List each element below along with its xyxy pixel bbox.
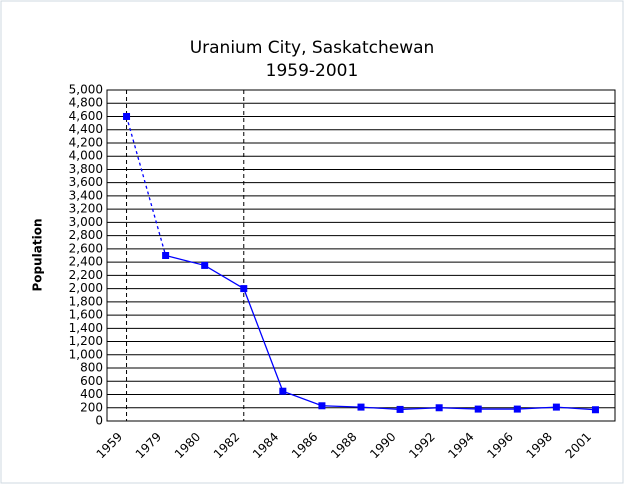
chart-subtitle: 1959-2001	[266, 61, 359, 81]
y-tick-label: 4,400	[69, 122, 103, 136]
y-tick-label: 2,800	[69, 228, 103, 242]
y-tick-label: 3,800	[69, 162, 103, 176]
y-tick-label: 1,600	[69, 308, 103, 322]
y-tick-label: 2,600	[69, 241, 103, 255]
line	[125, 116, 167, 256]
marker	[240, 285, 248, 293]
marker	[513, 405, 521, 413]
y-tick-label: 4,200	[69, 135, 103, 149]
y-tick-label: 3,200	[69, 202, 103, 216]
marker	[357, 403, 365, 411]
y-tick-label: 3,600	[69, 175, 103, 189]
y-tick-label: 5,000	[69, 83, 103, 97]
line	[165, 254, 596, 411]
y-tick-label: 4,600	[69, 109, 103, 123]
y-axis-label: Population	[31, 218, 45, 291]
marker	[552, 403, 560, 411]
marker	[162, 252, 170, 259]
y-tick-label: 2,400	[69, 255, 103, 269]
marker	[201, 261, 209, 269]
marker	[318, 402, 326, 410]
y-tick-label: 2,200	[69, 268, 103, 282]
chart-title: Uranium City, Saskatchewan	[190, 38, 435, 58]
y-tick-label: 1,400	[69, 321, 103, 335]
y-tick-label: 0	[95, 414, 103, 428]
y-tick-label: 1,800	[69, 294, 103, 308]
y-tick-label: 1,200	[69, 334, 103, 348]
y-tick-label: 800	[80, 361, 103, 375]
marker	[396, 405, 404, 413]
marker	[435, 404, 443, 412]
marker	[474, 405, 482, 413]
y-tick-label: 3,400	[69, 188, 103, 202]
marker	[123, 112, 131, 120]
y-tick-label: 4,000	[69, 149, 103, 163]
y-tick-label: 3,000	[69, 215, 103, 229]
y-tick-label: 200	[80, 400, 103, 414]
y-tick-label: 600	[80, 374, 103, 388]
marker	[591, 406, 599, 414]
y-tick-label: 2,000	[69, 281, 103, 295]
y-tick-label: 4,800	[69, 96, 103, 110]
y-tick-label: 1,000	[69, 347, 103, 361]
y-tick-label: 400	[80, 387, 103, 401]
marker	[279, 387, 287, 395]
plot-area	[106, 89, 616, 422]
